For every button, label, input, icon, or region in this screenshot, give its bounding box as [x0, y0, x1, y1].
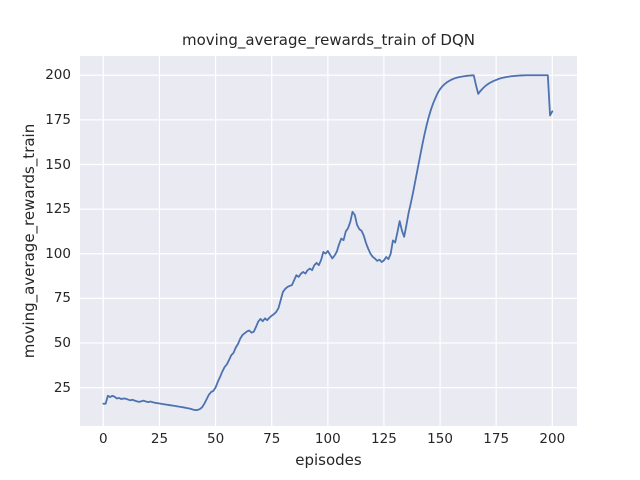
x-tick-label: 175: [483, 431, 510, 447]
plot-area: [80, 56, 577, 426]
x-tick-label: 200: [539, 431, 566, 447]
y-tick-label: 75: [53, 290, 71, 307]
x-tick-label: 50: [206, 431, 225, 447]
x-tick-label: 0: [99, 431, 108, 447]
y-tick-label: 50: [53, 335, 71, 351]
gridlines: [80, 56, 577, 426]
data-line: [102, 74, 554, 412]
y-tick-label: 200: [45, 67, 71, 84]
x-tick-label: 150: [427, 431, 453, 447]
y-tick-label: 100: [45, 245, 71, 262]
y-tick-label: 25: [53, 379, 71, 396]
x-axis-label: episodes: [295, 451, 362, 469]
x-tick-label: 125: [371, 431, 397, 447]
y-tick-label: 175: [45, 111, 71, 128]
line-chart-svg: [80, 56, 577, 426]
series-line: [102, 74, 554, 412]
x-tick-label: 25: [150, 431, 169, 447]
x-tick-label: 75: [263, 431, 281, 447]
x-tick-label: 100: [314, 431, 341, 447]
y-tick-label: 125: [45, 201, 71, 218]
y-tick-label: 150: [45, 156, 71, 173]
chart-title: moving_average_rewards_train of DQN: [181, 31, 476, 49]
y-axis-label: moving_average_rewards_train: [20, 123, 38, 359]
